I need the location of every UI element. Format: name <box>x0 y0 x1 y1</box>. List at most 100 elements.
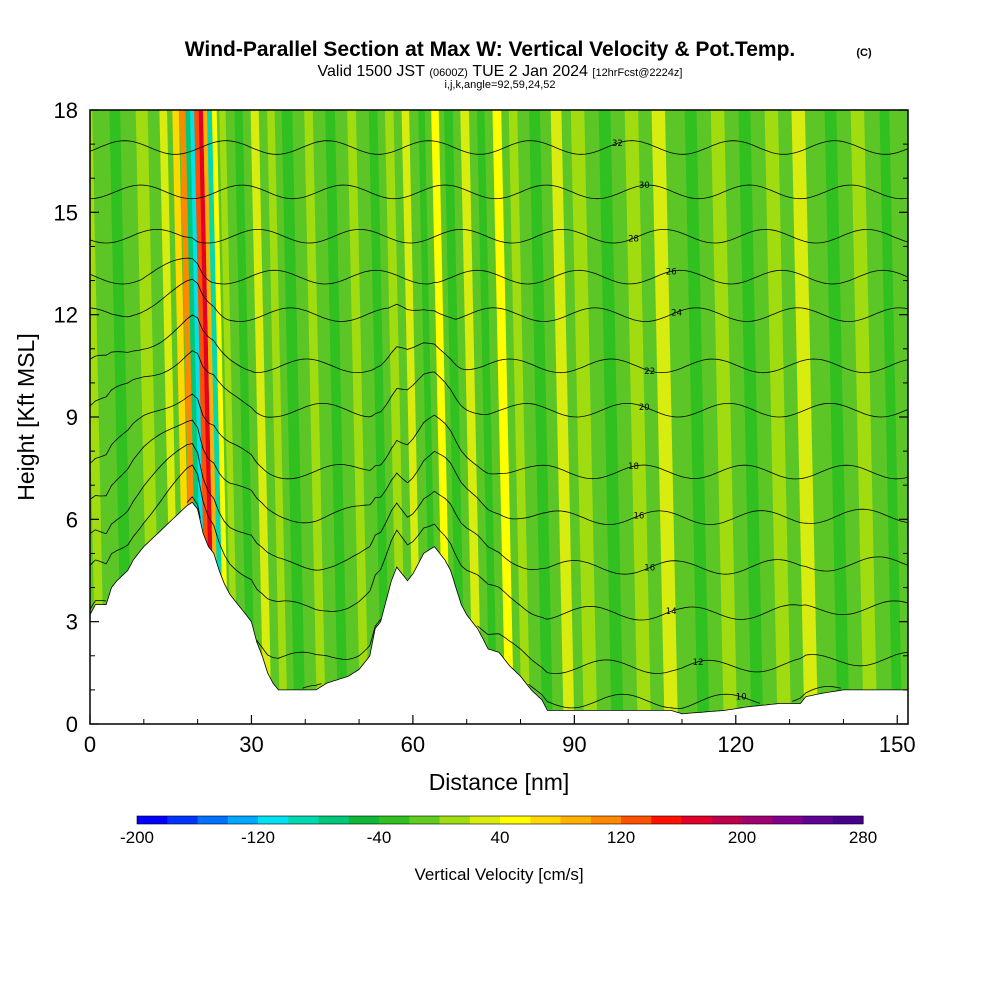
copyright-mark: (C) <box>856 47 872 59</box>
isentrope-label: 14 <box>666 607 677 617</box>
isentrope-line <box>90 278 908 322</box>
colorbar-swatch <box>560 816 592 824</box>
colorbar-label: Vertical Velocity [cm/s] <box>414 865 583 884</box>
velocity-band <box>791 110 818 724</box>
velocity-band <box>879 110 903 724</box>
velocity-band <box>304 110 326 724</box>
y-tick-label: 12 <box>54 303 78 328</box>
colorbar-swatch <box>439 816 471 824</box>
isentrope-labels: 10 12 14 16 16 18 20 22 24 26 28 30 32 <box>612 139 747 703</box>
isentrope-line <box>90 496 908 674</box>
velocity-band <box>550 110 575 724</box>
colorbar-tick-label: -40 <box>367 828 392 847</box>
velocity-band <box>460 110 482 724</box>
colorbar-tick-label: -200 <box>120 828 154 847</box>
isentrope-line <box>90 464 908 621</box>
forecast-info: [12hrFcst@2224z] <box>592 67 682 79</box>
colorbar-tick-label: 40 <box>491 828 510 847</box>
isentrope-line <box>90 443 908 575</box>
colorbar-swatch <box>288 816 320 824</box>
colorbar-swatch <box>197 816 229 824</box>
velocity-band <box>384 110 407 724</box>
valid-time: Valid 1500 JST <box>318 63 426 80</box>
x-tick-label: 60 <box>401 732 425 757</box>
colorbar-swatch <box>742 816 773 824</box>
chart-subtitle: Valid 1500 JST (0600Z) TUE 2 Jan 2024 [1… <box>318 63 683 80</box>
velocity-band <box>234 110 256 724</box>
isentrope-line <box>90 257 908 285</box>
isentrope-label: 16 <box>633 512 644 522</box>
grid-info: i,j,k,angle=92,59,24,52 <box>444 79 555 91</box>
colorbar-swatch <box>409 816 441 824</box>
colorbar-swatch <box>772 816 804 824</box>
velocity-band <box>850 110 878 724</box>
colorbar-swatch <box>137 816 168 824</box>
velocity-band <box>651 110 678 724</box>
isentrope-label: 16 <box>644 564 655 574</box>
x-tick-label: 0 <box>84 732 96 757</box>
x-tick-label: 90 <box>562 732 586 757</box>
colorbar-tick-label: -120 <box>241 828 275 847</box>
colorbar-swatch <box>348 816 380 824</box>
terrain-mask <box>90 501 908 724</box>
isentrope-label: 18 <box>628 462 639 472</box>
isentrope-contours <box>90 140 908 709</box>
isentrope-line <box>302 683 841 709</box>
colorbar-swatch <box>681 816 713 824</box>
chart-title: Wind-Parallel Section at Max W: Vertical… <box>185 38 796 61</box>
velocity-band <box>207 110 225 724</box>
y-tick-label: 6 <box>66 507 78 532</box>
isentrope-line <box>90 393 908 480</box>
velocity-band <box>824 110 850 724</box>
isentrope-label: 10 <box>736 693 747 703</box>
velocity-band <box>325 110 348 724</box>
colorbar-swatch <box>379 816 410 824</box>
isentrope-label: 28 <box>628 234 639 244</box>
colorbar-swatch <box>500 816 531 824</box>
x-axis-label: Distance [nm] <box>429 769 570 795</box>
colorbar-swatch <box>802 816 834 824</box>
y-axis: 0 3 6 9 12 15 18 <box>54 98 908 737</box>
valid-date: TUE 2 Jan 2024 <box>472 63 588 80</box>
isentrope-label: 26 <box>666 267 677 277</box>
y-tick-label: 18 <box>54 98 78 123</box>
velocity-band <box>368 110 391 724</box>
velocity-band <box>684 110 710 724</box>
colorbar-tick-label: 200 <box>728 828 756 847</box>
isentrope-label: 24 <box>671 308 682 318</box>
y-tick-label: 15 <box>54 200 78 225</box>
colorbar-swatch <box>227 816 259 824</box>
y-tick-label: 9 <box>66 405 78 430</box>
colorbar-swatch <box>621 816 652 824</box>
x-axis: 0 30 60 90 120 150 <box>84 715 916 757</box>
x-tick-label: 120 <box>717 732 754 757</box>
velocity-band <box>508 110 531 724</box>
isentrope-line <box>90 228 908 244</box>
isentrope-label: 22 <box>644 367 655 377</box>
isentrope-label: 32 <box>612 139 623 149</box>
plot-area: 10 12 14 16 16 18 20 22 24 26 28 30 32 <box>90 110 908 724</box>
colorbar-swatch <box>258 816 289 824</box>
velocity-band <box>444 110 466 724</box>
velocity-band <box>250 110 272 724</box>
colorbar-tick-label: 280 <box>849 828 877 847</box>
colorbar-tick-label: 120 <box>607 828 635 847</box>
colorbar-frame <box>136 815 864 825</box>
y-axis-label: Height [Kft MSL] <box>13 333 39 500</box>
velocity-band <box>347 110 369 724</box>
colorbar-swatch <box>469 816 501 824</box>
velocity-band <box>710 110 738 724</box>
isentrope-label: 20 <box>639 403 650 413</box>
velocity-band <box>281 110 306 724</box>
isentrope-line <box>90 184 908 200</box>
utc-time: (0600Z) <box>429 67 468 79</box>
isentrope-line <box>90 314 908 374</box>
velocity-band <box>598 110 624 724</box>
colorbar: -200 -120 -40 40 120 200 280 <box>120 815 877 847</box>
colorbar-swatch <box>832 816 864 824</box>
velocity-band <box>219 110 239 724</box>
velocity-band <box>738 110 764 724</box>
x-tick-label: 30 <box>239 732 263 757</box>
velocity-band <box>529 110 553 724</box>
colorbar-swatch <box>651 816 683 824</box>
